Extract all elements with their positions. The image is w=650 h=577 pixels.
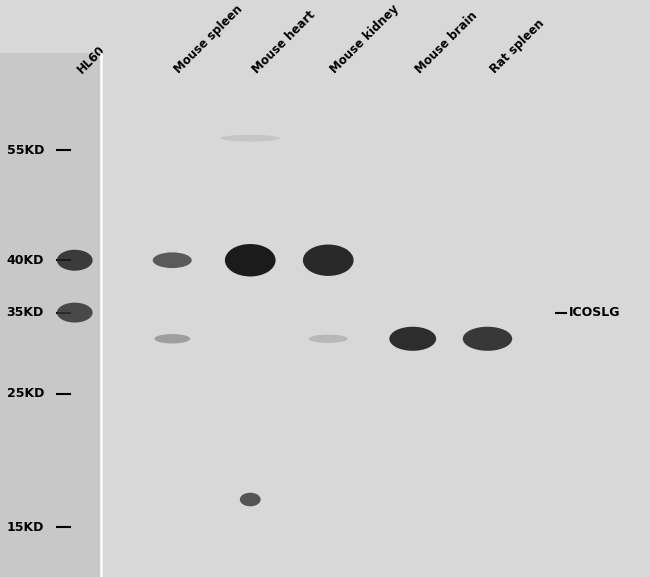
Text: ICOSLG: ICOSLG [569, 306, 620, 319]
Ellipse shape [57, 303, 92, 323]
Ellipse shape [155, 334, 190, 343]
Text: 55KD: 55KD [6, 144, 44, 157]
Text: 40KD: 40KD [6, 254, 44, 267]
Ellipse shape [57, 250, 92, 271]
Text: Mouse spleen: Mouse spleen [172, 2, 246, 76]
Text: Rat spleen: Rat spleen [488, 17, 547, 76]
Text: 15KD: 15KD [6, 521, 44, 534]
Text: Mouse heart: Mouse heart [250, 8, 318, 76]
Ellipse shape [153, 252, 192, 268]
Ellipse shape [309, 335, 348, 343]
Ellipse shape [225, 244, 276, 276]
Text: 25KD: 25KD [6, 387, 44, 400]
Text: Mouse kidney: Mouse kidney [328, 2, 402, 76]
Text: 35KD: 35KD [6, 306, 44, 319]
Ellipse shape [389, 327, 436, 351]
Text: Mouse brain: Mouse brain [413, 9, 480, 76]
FancyBboxPatch shape [0, 54, 101, 577]
Ellipse shape [303, 245, 354, 276]
Ellipse shape [240, 493, 261, 506]
Ellipse shape [220, 135, 280, 141]
Ellipse shape [463, 327, 512, 351]
Text: HL60: HL60 [75, 43, 108, 76]
